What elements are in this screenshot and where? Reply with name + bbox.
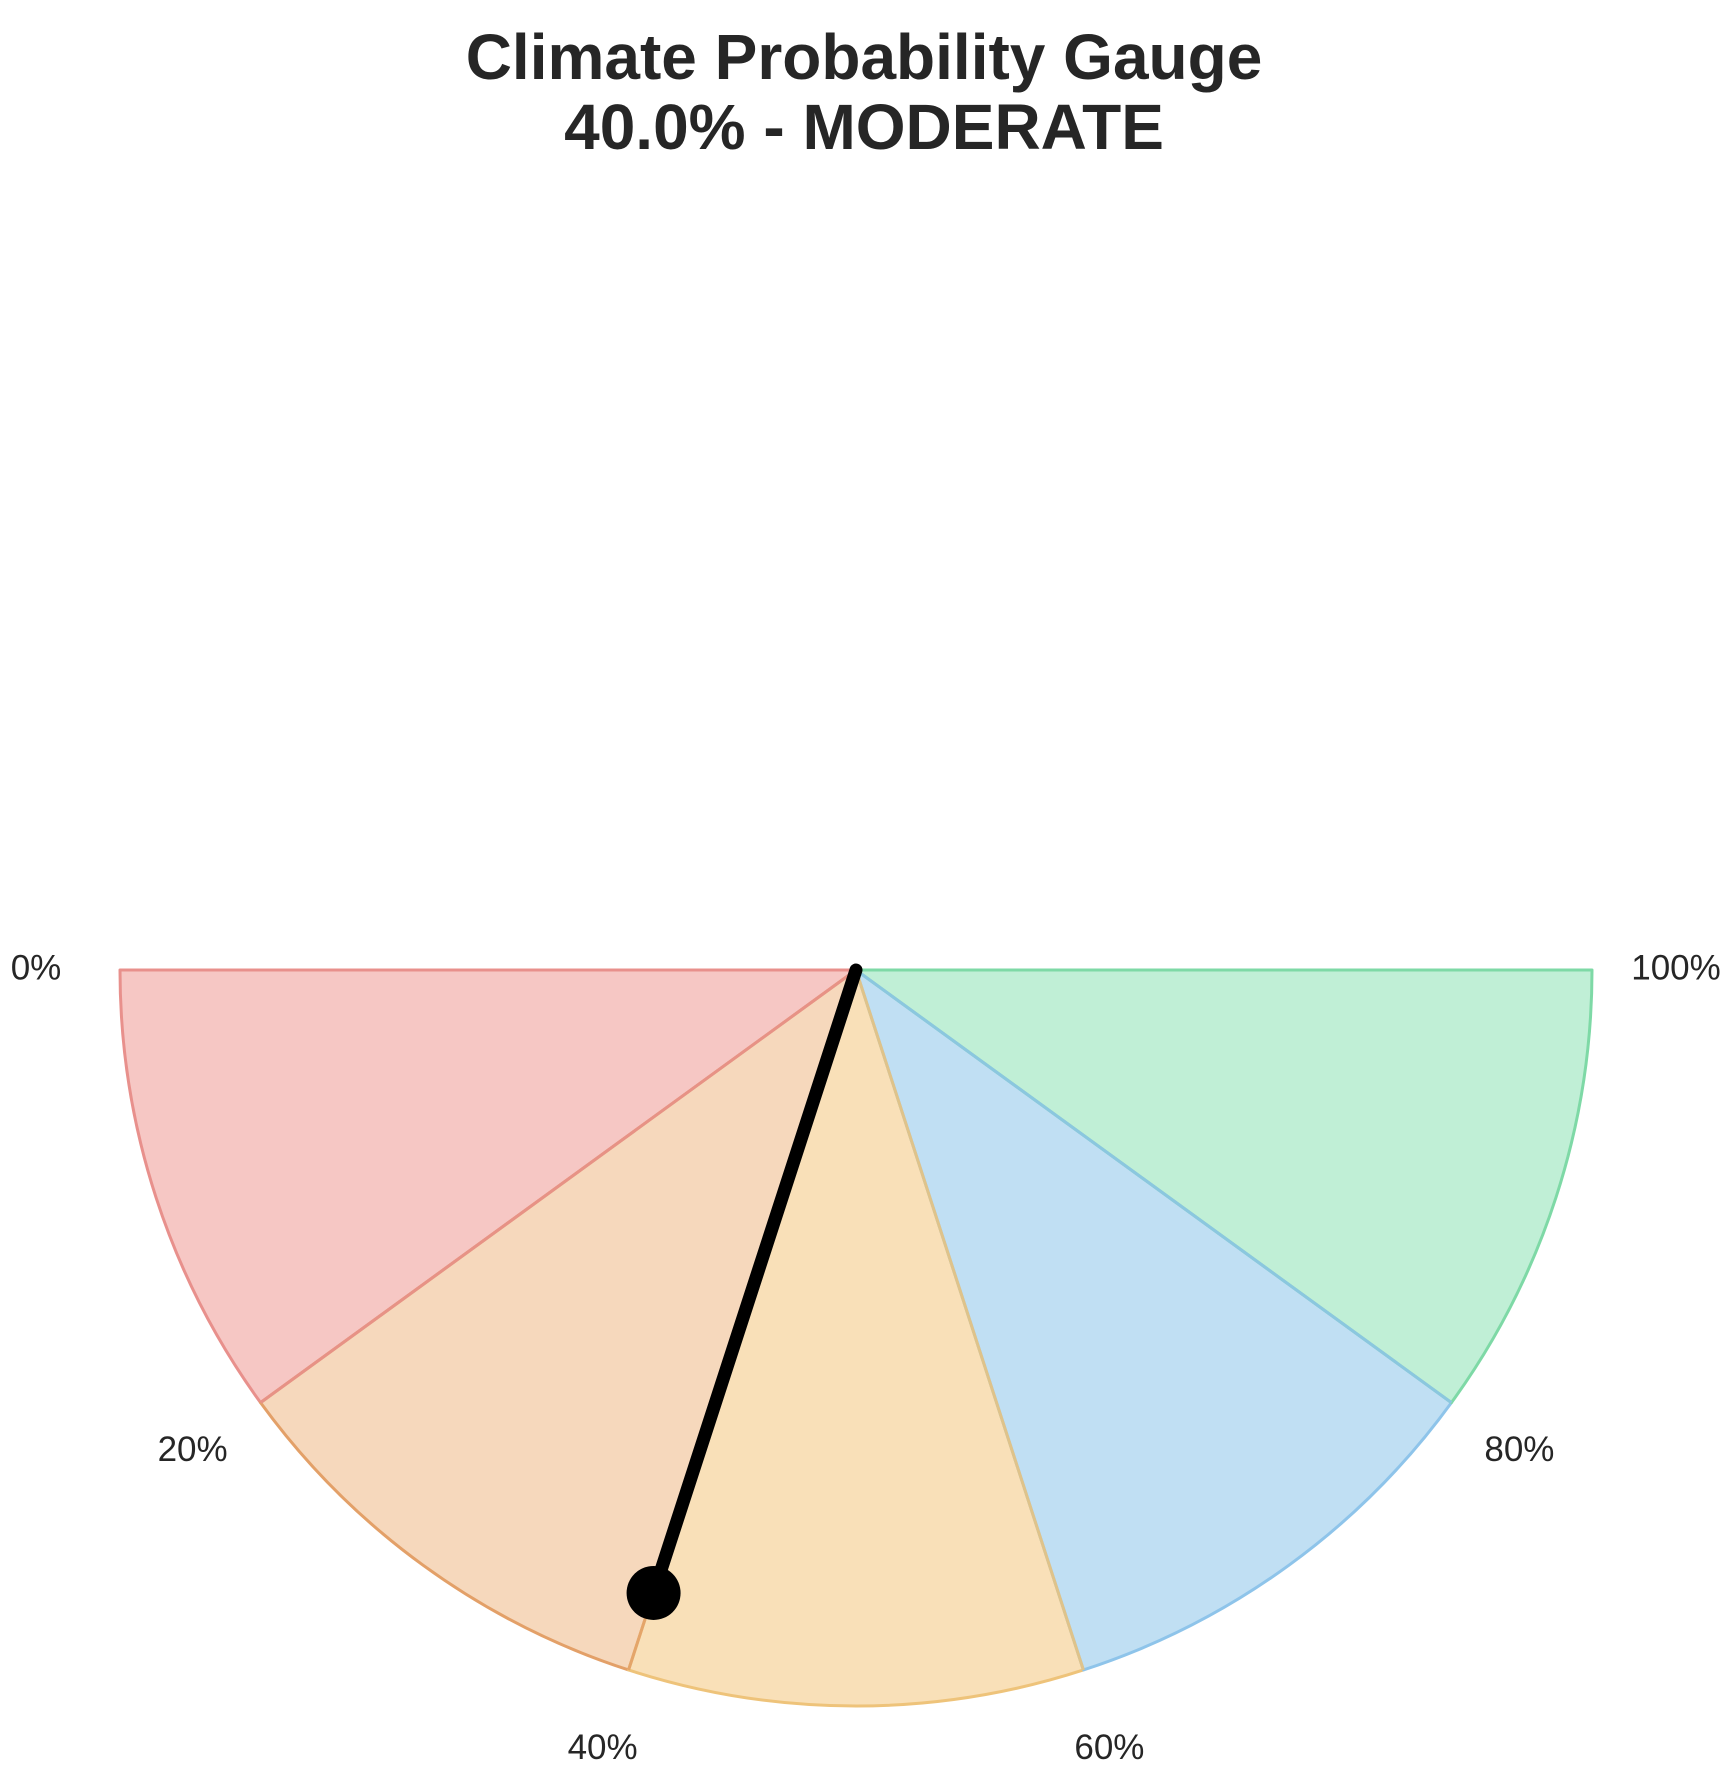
chart-title-block: Climate Probability Gauge 40.0% - MODERA… <box>0 22 1728 162</box>
gauge-band-5 <box>854 968 1594 1405</box>
tick-label-20: 20% <box>158 1430 228 1469</box>
gauge-bands <box>118 968 1594 1708</box>
tick-label-60: 60% <box>1074 1728 1144 1767</box>
gauge-divider-4 <box>855 968 1453 1404</box>
tick-label-100: 100% <box>1631 948 1721 987</box>
tick-label-40: 40% <box>568 1728 638 1767</box>
gauge-band-4 <box>854 968 1453 1672</box>
gauge-band-3 <box>627 968 1085 1708</box>
gauge-needle-group <box>626 963 863 1620</box>
gauge-divider-1 <box>259 968 857 1404</box>
gauge-tick-labels: 0% 20% 40% 60% 80% 100% <box>11 948 1721 1767</box>
gauge-band-1 <box>118 968 858 1405</box>
gauge-divider-3 <box>854 969 1085 1671</box>
chart-title: Climate Probability Gauge <box>465 21 1263 93</box>
tick-label-0: 0% <box>11 948 62 987</box>
gauge-band-2 <box>259 968 858 1672</box>
chart-subtitle: 40.0% - MODERATE <box>564 91 1164 163</box>
gauge-needle <box>647 963 863 1600</box>
tick-label-80: 80% <box>1484 1430 1554 1469</box>
gauge-needle-tip <box>626 1565 681 1620</box>
